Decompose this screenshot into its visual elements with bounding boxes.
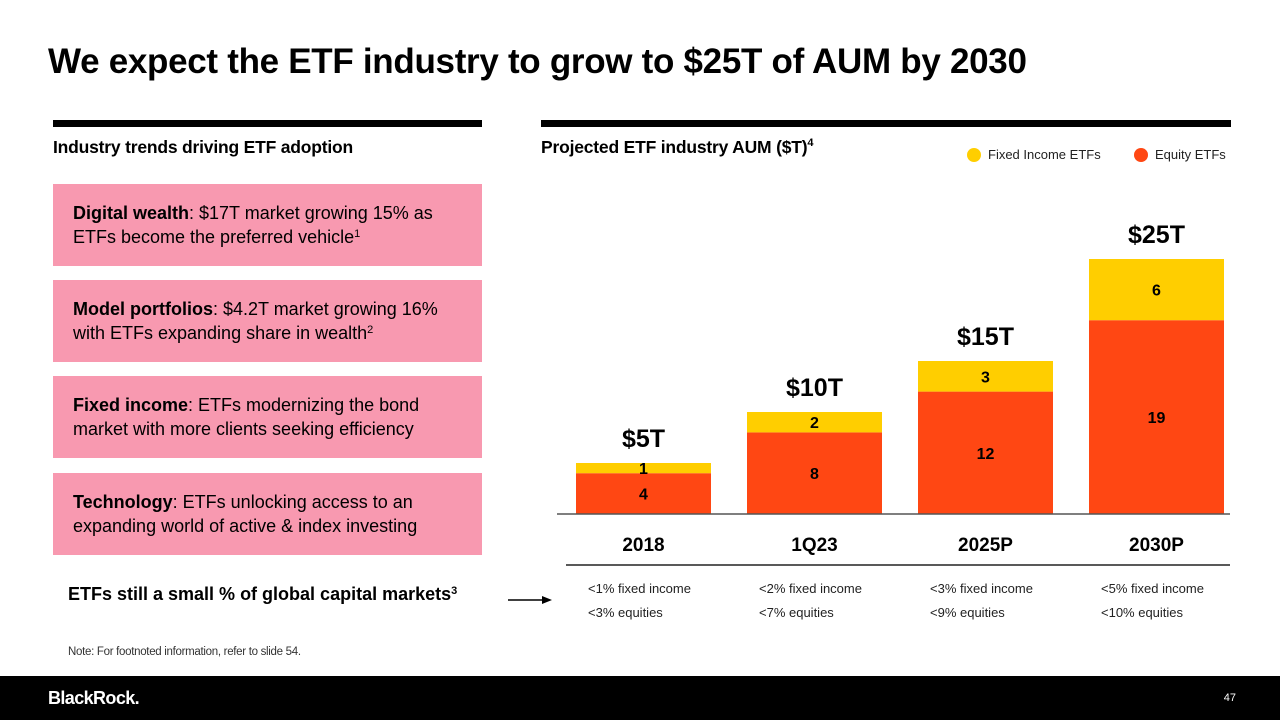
blackrock-logo: BlackRock. [48,688,140,708]
market-share-equities: <10% equities [1101,605,1184,620]
trend-body: : ETFs unlocking access to an expanding … [73,492,418,536]
trend-card-digital-wealth: Digital wealth: $17T market growing 15% … [53,184,482,266]
footnote-marker: 4 [807,137,814,150]
footer-bar: BlackRock. 47 [0,676,1280,720]
category-label: 2025P [958,535,1013,556]
market-share-equities: <7% equities [759,605,834,620]
market-share-equities: <9% equities [930,605,1005,620]
data-label-equity: 4 [639,487,648,504]
trend-card-model-portfolios: Model portfolios: $4.2T market growing 1… [53,280,482,362]
category-label: 1Q23 [791,535,837,556]
trend-card-technology: Technology: ETFs unlocking access to an … [53,473,482,555]
total-label: $25T [1128,221,1185,249]
chart-title-text: Projected ETF industry AUM ($T) [541,137,808,157]
left-section-heading: Industry trends driving ETF adoption [53,137,354,157]
data-label-fixed-income: 6 [1152,283,1161,300]
market-share-text: ETFs still a small % of global capital m… [68,584,452,604]
bar-segment-equity-2025p [918,391,1053,514]
aum-stacked-bar-chart: 4 1 $5T 2018 <1% fixed income <3% equities 8 2 $… [557,221,1230,620]
data-label-fixed-income: 2 [810,415,819,432]
bar-segment-fixed-income-2025p [918,361,1053,392]
trend-card-fixed-income: Fixed income: ETFs modernizing the bond … [53,376,482,458]
page-number: 47 [1223,692,1236,704]
data-label-fixed-income: 3 [981,369,990,386]
trend-title: Model portfolios [73,299,213,319]
trend-title: Technology [73,492,173,512]
market-share-fixed-income: <3% fixed income [930,581,1033,596]
data-label-fixed-income: 1 [639,461,648,478]
chart-title: Projected ETF industry AUM ($T)4 [541,137,813,158]
bar-segment-equity-2018 [576,473,711,514]
bar-segment-equity-2030p [1089,320,1224,514]
market-share-fixed-income: <2% fixed income [759,581,862,596]
trend-text: Fixed income: ETFs modernizing the bond … [73,393,470,441]
trend-body: : $17T market growing 15% as ETFs become… [73,203,433,247]
footnote-marker: 2 [367,324,374,336]
legend-label: Fixed Income ETFs [988,147,1101,162]
data-label-equity: 19 [1148,410,1166,427]
arrow-right-icon [508,596,552,604]
trend-body: : $4.2T market growing 16% with ETFs exp… [73,299,438,343]
market-share-fixed-income: <1% fixed income [588,581,691,596]
total-label: $15T [957,323,1014,351]
category-label: 2018 [622,535,664,556]
trend-text: Model portfolios: $4.2T market growing 1… [73,297,470,345]
legend-item-equity: Equity ETFs [1134,147,1226,162]
trend-title: Fixed income [73,395,189,415]
legend-swatch-fixed-income [967,147,981,162]
category-label: 2030P [1129,535,1184,556]
bar-segment-equity-1q23 [747,432,882,514]
market-share-statement: ETFs still a small % of global capital m… [68,584,457,605]
bar-segment-fixed-income-2030p [1089,259,1224,321]
total-label: $5T [622,425,665,453]
market-share-fixed-income: <5% fixed income [1101,581,1204,596]
bar-segment-fixed-income-2018 [576,463,711,474]
legend-swatch-equity [1134,147,1148,162]
data-label-equity: 8 [810,466,819,483]
trend-text: Technology: ETFs unlocking access to an … [73,490,470,538]
trend-body: : ETFs modernizing the bond market with … [73,395,420,439]
total-label: $10T [786,374,843,402]
trend-text: Digital wealth: $17T market growing 15% … [73,201,470,249]
left-section-rule [53,120,482,127]
legend-item-fixed-income: Fixed Income ETFs [967,147,1101,162]
slide-title: We expect the ETF industry to grow to $2… [48,42,1027,81]
footnote-marker: 3 [451,585,458,597]
footnote-note: Note: For footnoted information, refer t… [68,646,301,658]
footnote-marker: 1 [354,228,361,240]
right-section-rule [541,120,1231,127]
trend-title: Digital wealth [73,203,190,223]
data-label-equity: 12 [977,446,995,463]
market-share-equities: <3% equities [588,605,663,620]
legend-label: Equity ETFs [1155,147,1226,162]
bar-segment-fixed-income-1q23 [747,412,882,433]
